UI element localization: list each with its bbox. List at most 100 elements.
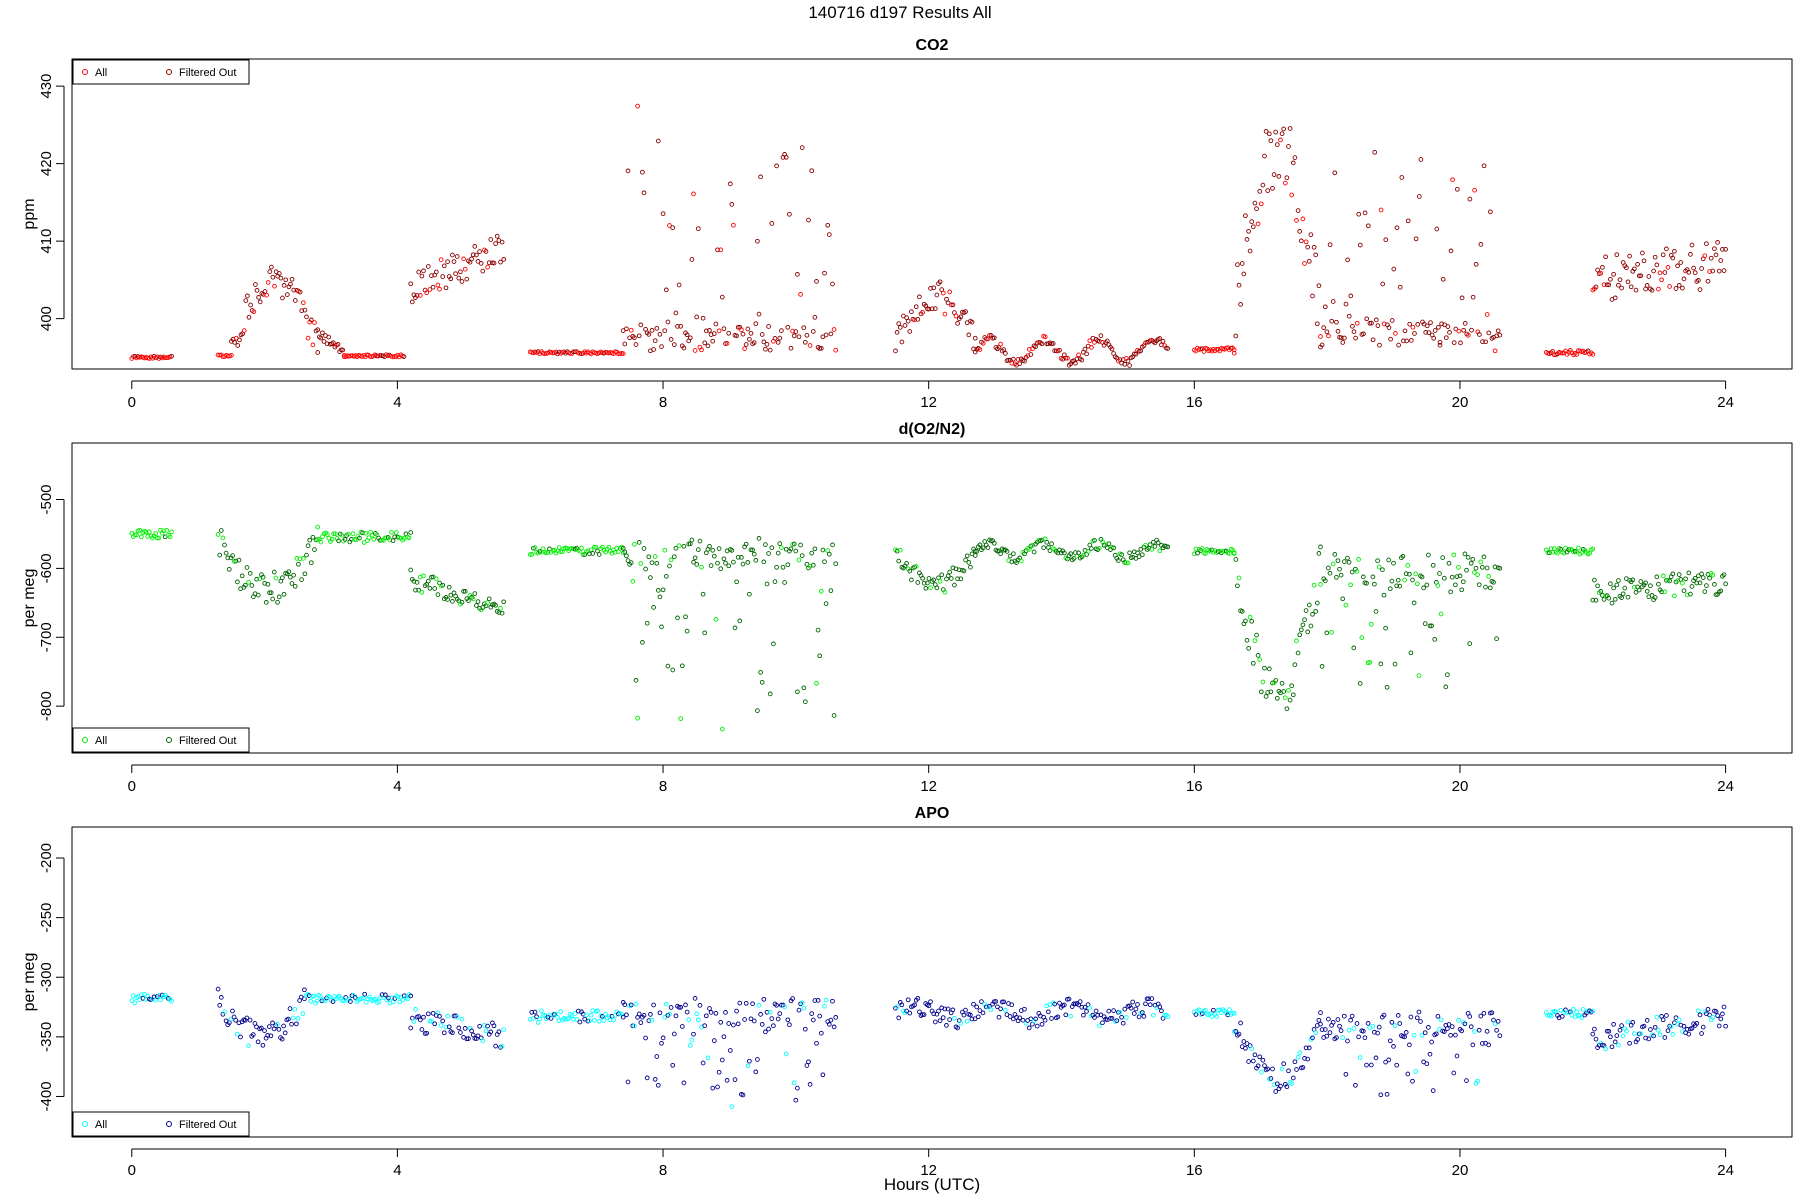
o2n2-legend: All Filtered Out (72, 727, 250, 753)
apo-all-point (156, 993, 162, 998)
co2-filtered-point (761, 339, 767, 345)
apo-all-point (1351, 1026, 1357, 1031)
co2-filtered-point (830, 281, 835, 287)
apo-filtered-point (1061, 1002, 1067, 1008)
apo-filtered-point (907, 1010, 913, 1016)
apo-filtered-point (1114, 1018, 1120, 1024)
o2n2-filtered-point (1372, 581, 1377, 587)
co2-filtered-point (958, 314, 964, 320)
apo-all-point (1657, 1032, 1663, 1038)
apo-filtered-point (1611, 1021, 1616, 1027)
co2-filtered-point (727, 181, 733, 187)
co2-filtered-point (1338, 335, 1344, 341)
o2n2-filtered-point (681, 543, 687, 549)
co2-filtered-point (654, 325, 660, 331)
o2n2-filtered-point (735, 554, 741, 560)
co2-filtered-point (409, 299, 415, 305)
o2n2-all-point (393, 530, 399, 535)
apo-all-point (791, 1080, 797, 1086)
apo-filtered-point (1341, 1013, 1347, 1019)
o2n2-filtered-point (392, 534, 398, 540)
co2-filtered-point (1165, 346, 1171, 351)
co2-filtered-point (1252, 200, 1258, 206)
o2n2-filtered-point (1606, 595, 1612, 601)
co2-filtered-point (254, 288, 260, 293)
o2n2-filtered-point (1302, 617, 1307, 623)
apo-filtered-point (1082, 1004, 1088, 1010)
o2n2-filtered-point (1340, 596, 1346, 602)
apo-filtered-point (732, 1077, 738, 1082)
apo-filtered-point (622, 1002, 628, 1008)
co2-filtered-point (758, 174, 763, 180)
apo-filtered-point (624, 1012, 629, 1018)
o2n2-all-point (1451, 552, 1457, 558)
o2n2-filtered-point (1135, 550, 1140, 556)
o2n2-filtered-point (1483, 584, 1488, 590)
o2n2-filtered-point (679, 663, 685, 669)
o2n2-all-point (632, 541, 637, 547)
apo-filtered-point (1262, 1063, 1267, 1068)
co2-filtered-point (1454, 186, 1460, 192)
apo-filtered-point (826, 1022, 832, 1027)
apo-filtered-point (217, 1002, 223, 1008)
o2n2-all-point (1435, 583, 1441, 588)
co2-all-point (264, 292, 269, 298)
apo-filtered-point (708, 1010, 714, 1015)
co2-filtered-point (735, 324, 741, 330)
co2-filtered-point (1082, 346, 1088, 352)
apo-all-point (595, 1008, 600, 1014)
o2n2-filtered-point (1457, 573, 1463, 579)
apo-filtered-point (1141, 1014, 1147, 1019)
co2-all-point (831, 327, 837, 332)
co2-filtered-point (828, 331, 834, 337)
co2-filtered-point (1127, 363, 1132, 368)
apo-filtered-point (1646, 1036, 1652, 1042)
co2-filtered-point (929, 306, 935, 312)
co2-all-point (241, 328, 247, 333)
co2-filtered-point (1351, 329, 1357, 335)
apo-filtered-point (747, 1058, 752, 1064)
apo-filtered-point (969, 1016, 975, 1022)
apo-filtered-point (1334, 1035, 1339, 1040)
co2-filtered-point (633, 342, 639, 347)
apo-filtered-point (740, 1092, 746, 1098)
o2n2-filtered-point (931, 577, 937, 583)
co2-filtered-point (1295, 208, 1301, 213)
co2-filtered-point (1246, 228, 1251, 234)
co2-filtered-point (711, 331, 717, 336)
apo-filtered-point (1700, 1024, 1706, 1030)
o2n2-filtered-point (590, 551, 596, 556)
apo-filtered-point (753, 1069, 759, 1075)
apo-filtered-point (1345, 1038, 1350, 1044)
co2-filtered-point (1284, 175, 1290, 181)
apo-filtered-point (955, 1025, 960, 1031)
o2n2-filtered-point (1243, 618, 1248, 624)
o2n2-filtered-point (413, 587, 418, 593)
apo-all-point (572, 1011, 578, 1016)
o2n2-all-point (1402, 577, 1407, 583)
apo-filtered-point (804, 1063, 810, 1068)
co2-filtered-point (814, 279, 819, 284)
co2-filtered-point (689, 257, 695, 262)
co2-filtered-point (1104, 338, 1110, 344)
o2n2-filtered-point (390, 538, 396, 544)
apo-filtered-point (769, 1016, 775, 1021)
o2n2-filtered-point (657, 594, 663, 600)
o2n2-filtered-point (1590, 597, 1596, 603)
apo-filtered-point (1494, 1027, 1499, 1033)
apo-all-point (894, 1004, 900, 1010)
co2-filtered-point (652, 338, 658, 344)
co2-all-point (1089, 345, 1094, 350)
o2n2-filtered-point (998, 551, 1003, 557)
apo-filtered-point (1697, 1012, 1703, 1018)
co2-filtered-point (1478, 242, 1484, 247)
co2-all-point (742, 346, 747, 351)
co2-filtered-point (1664, 246, 1669, 252)
apo-filtered-point (1387, 1038, 1393, 1044)
apo-filtered-point (944, 1023, 949, 1028)
apo-all-point (591, 1017, 597, 1023)
o2n2-filtered-point (244, 565, 250, 570)
apo-all-point (1558, 1007, 1564, 1013)
co2-filtered-point (1292, 155, 1298, 160)
co2-filtered-point (793, 329, 799, 334)
